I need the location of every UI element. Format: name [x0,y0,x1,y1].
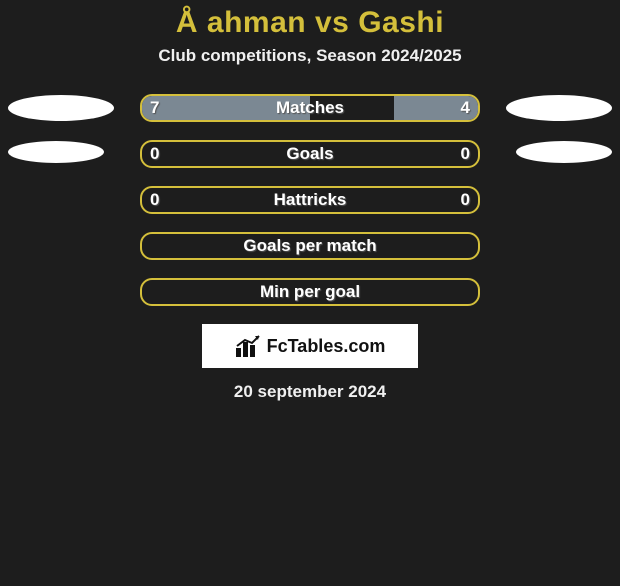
comparison-row: Goals00 [0,140,620,168]
subtitle: Club competitions, Season 2024/2025 [0,46,620,66]
decor-ellipse-left [8,141,104,163]
stat-track [140,278,480,306]
stat-track [140,94,480,122]
vs-separator: vs [315,6,349,39]
source-badge: FcTables.com [202,324,418,368]
stat-track [140,186,480,214]
comparison-row: Matches74 [0,94,620,122]
page-title: Å ahman vs Gashi [0,6,620,40]
decor-ellipse-right [506,95,612,121]
chart-icon [235,334,261,358]
comparison-row: Goals per match [0,232,620,260]
player-left-name: Å ahman [176,6,306,39]
stat-fill-left [142,96,310,120]
decor-ellipse-right [516,141,612,163]
stat-fill-right [394,96,478,120]
comparison-rows: Matches74 Goals00 Hattricks00 Goals per mat… [0,94,620,306]
date-caption: 20 september 2024 [0,382,620,402]
decor-ellipse-left [8,95,114,121]
source-badge-text: FcTables.com [267,336,386,357]
stat-track [140,232,480,260]
player-right-name: Gashi [358,6,444,39]
stat-track [140,140,480,168]
comparison-row: Min per goal [0,278,620,306]
comparison-row: Hattricks00 [0,186,620,214]
